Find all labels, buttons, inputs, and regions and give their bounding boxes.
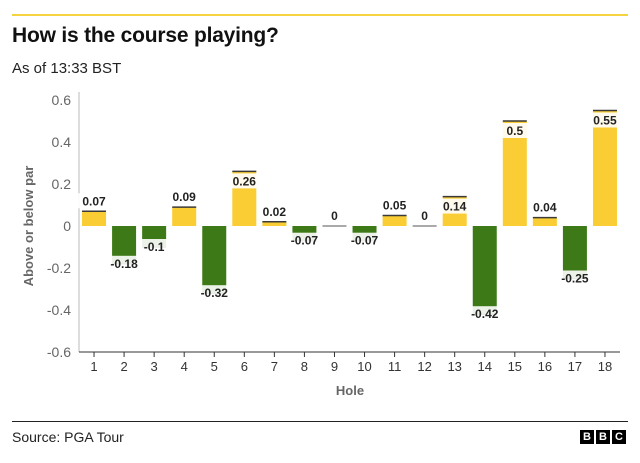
x-tick-label: 13 xyxy=(447,359,461,374)
footer-rule xyxy=(12,421,628,422)
value-label-bg xyxy=(137,239,171,254)
bbc-logo: B B C xyxy=(580,430,626,444)
x-tick-label: 12 xyxy=(417,359,431,374)
value-label-bg xyxy=(77,193,111,209)
x-tick-label: 18 xyxy=(598,359,612,374)
value-label: -0.25 xyxy=(561,272,589,286)
value-label: -0.32 xyxy=(201,286,229,300)
y-tick-label: -0.2 xyxy=(47,260,71,276)
bbc-logo-letter: B xyxy=(580,430,594,444)
value-label: 0.07 xyxy=(82,194,106,208)
bar xyxy=(82,211,107,226)
value-label-bg xyxy=(502,123,528,138)
x-tick-label: 5 xyxy=(211,359,218,374)
x-tick-label: 1 xyxy=(90,359,97,374)
bar xyxy=(382,215,407,226)
x-tick-label: 16 xyxy=(538,359,552,374)
value-label: 0.09 xyxy=(173,190,197,204)
x-tick-label: 17 xyxy=(568,359,582,374)
value-label-bg xyxy=(257,203,291,219)
bar xyxy=(592,110,617,226)
value-label-bg xyxy=(438,198,472,214)
value-label: -0.1 xyxy=(144,240,165,254)
y-tick-label: 0.2 xyxy=(52,176,72,192)
top-accent-rule xyxy=(12,14,628,16)
x-tick-label: 7 xyxy=(271,359,278,374)
value-label-bg xyxy=(344,232,385,248)
x-tick-label: 15 xyxy=(508,359,522,374)
chart-subtitle: As of 13:33 BST xyxy=(12,60,122,77)
value-label-bg xyxy=(328,208,341,223)
y-tick-label: 0.6 xyxy=(52,92,72,108)
value-label-bg xyxy=(167,189,201,205)
value-label-bg xyxy=(284,232,325,248)
bbc-logo-letter: B xyxy=(596,430,610,444)
y-tick-label: 0.4 xyxy=(52,134,72,150)
value-label: 0.05 xyxy=(383,199,407,213)
value-label-bg xyxy=(378,197,411,213)
x-tick-label: 10 xyxy=(357,359,371,374)
bar xyxy=(502,121,527,226)
x-tick-label: 2 xyxy=(120,359,127,374)
value-label-bg xyxy=(528,199,562,215)
value-label: 0 xyxy=(421,209,428,223)
bar xyxy=(562,226,587,279)
x-tick-label: 9 xyxy=(331,359,338,374)
value-label-bg xyxy=(419,208,431,223)
bbc-logo-letter: C xyxy=(612,430,626,444)
bar xyxy=(202,226,227,294)
chart-title: How is the course playing? xyxy=(12,24,279,47)
bar xyxy=(262,221,287,226)
bar xyxy=(472,226,497,315)
value-label: 0.5 xyxy=(506,124,523,138)
value-label: 0.55 xyxy=(593,114,617,128)
x-tick-label: 8 xyxy=(301,359,308,374)
value-label: -0.42 xyxy=(471,307,499,321)
value-label: -0.18 xyxy=(110,257,138,271)
value-label-bg xyxy=(554,270,595,286)
x-tick-label: 11 xyxy=(388,359,402,374)
value-label: 0.04 xyxy=(533,201,557,215)
y-tick-label: -0.6 xyxy=(47,344,71,360)
value-label-bg xyxy=(227,173,261,189)
value-label: 0 xyxy=(331,209,338,223)
y-tick-label: -0.4 xyxy=(47,302,71,318)
value-label: 0.02 xyxy=(263,205,287,219)
value-label-bg xyxy=(588,112,622,128)
value-label-bg xyxy=(104,255,145,271)
x-tick-label: 4 xyxy=(181,359,188,374)
value-label-bg xyxy=(194,285,235,301)
y-tick-label: 0 xyxy=(63,218,71,234)
value-label: 0.26 xyxy=(233,174,257,188)
value-label: 0.14 xyxy=(443,200,467,214)
bar xyxy=(172,207,197,226)
x-tick-label: 3 xyxy=(151,359,158,374)
x-axis-label: Hole xyxy=(336,383,364,398)
bar-chart: Above or below par Hole 0.6 0.4 0.2 0 -0.2 -0… xyxy=(21,92,622,398)
value-label: -0.07 xyxy=(351,234,379,248)
bar xyxy=(532,217,557,226)
y-axis-label: Above or below par xyxy=(21,166,36,287)
value-label: -0.07 xyxy=(291,234,319,248)
source-note: Source: PGA Tour xyxy=(12,429,124,445)
value-label-bg xyxy=(464,306,505,322)
x-tick-label: 14 xyxy=(478,359,492,374)
x-tick-label: 6 xyxy=(241,359,248,374)
